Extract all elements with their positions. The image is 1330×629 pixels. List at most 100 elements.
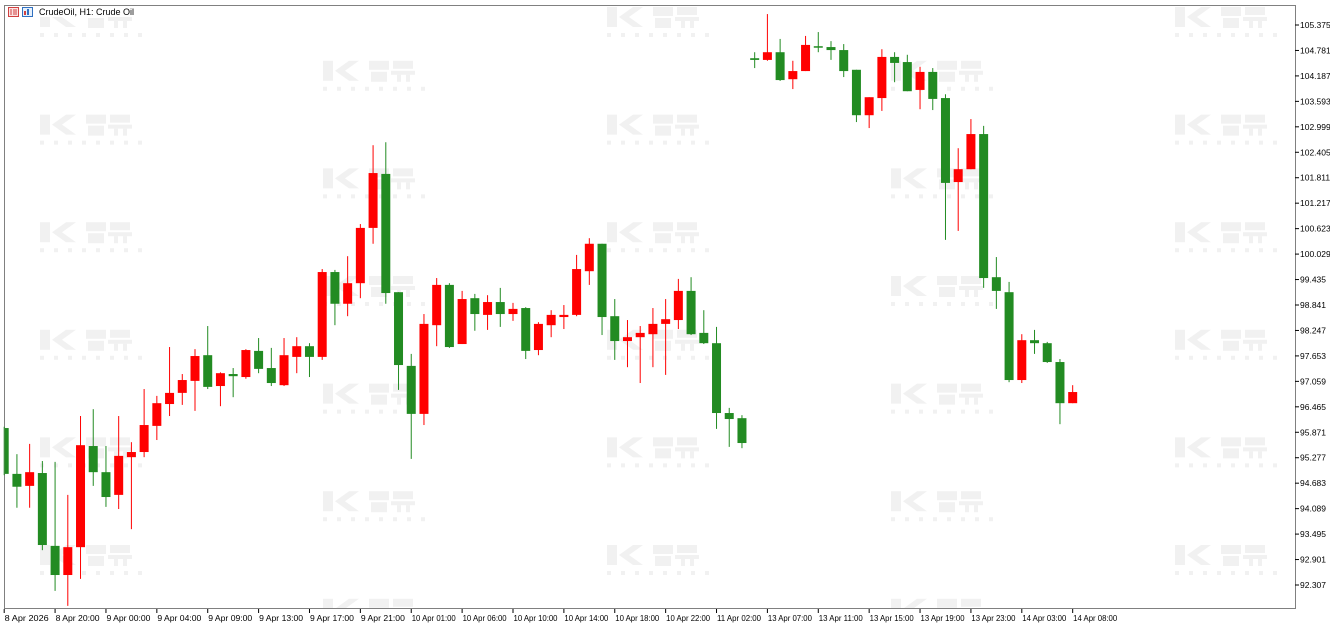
candle-body: [101, 472, 111, 498]
price-tick-label: 101.811: [1300, 173, 1330, 183]
watermark-logo: [1175, 437, 1277, 468]
candle-body: [317, 272, 327, 357]
candle-body: [559, 314, 569, 318]
price-tick-label: 96.465: [1300, 402, 1326, 412]
candle-body: [50, 545, 60, 576]
candle-body: [1030, 340, 1040, 344]
time-tick-label: 10 Apr 18:00: [615, 613, 659, 623]
candle-bullish: [762, 14, 772, 61]
candle-body: [953, 169, 963, 183]
candle-bearish: [88, 409, 98, 486]
watermark-logo: [323, 598, 413, 608]
watermark-logo: [1175, 329, 1277, 360]
watermark-logo: [1175, 7, 1277, 37]
price-tick-label: 104.187: [1300, 71, 1330, 81]
candle-body: [165, 392, 175, 405]
watermark-logo: [607, 222, 709, 253]
candle-body: [25, 472, 35, 486]
time-axis[interactable]: 8 Apr 2026 8 Apr 20:00 9 Apr 00:00 9 Apr 04…: [3, 609, 1117, 623]
time-tick-label: 9 Apr 04:00: [157, 613, 201, 623]
candle-bullish: [152, 395, 162, 441]
candle-body: [126, 452, 136, 458]
candle-bearish: [406, 353, 416, 459]
candle-body: [12, 473, 22, 487]
candle-bearish: [330, 269, 340, 326]
candle-body: [381, 173, 391, 294]
candle-bearish: [686, 277, 696, 336]
candle-body: [724, 413, 734, 420]
candle-body: [5, 428, 9, 474]
candle-bullish: [241, 349, 251, 379]
candle-body: [699, 332, 709, 344]
candle-bearish: [890, 52, 900, 83]
candle-body: [673, 290, 683, 321]
symbol-properties-icon[interactable]: [22, 7, 33, 17]
price-tick-label: 98.841: [1300, 300, 1326, 310]
candle-bearish: [203, 326, 213, 390]
time-tick-label: 8 Apr 2026: [5, 613, 49, 623]
candle-body: [495, 302, 505, 315]
candle-bearish: [228, 368, 238, 398]
time-tick-label: 10 Apr 14:00: [564, 613, 608, 623]
candle-bullish: [215, 372, 225, 407]
candle-body: [966, 134, 976, 170]
candle-bullish: [279, 338, 289, 387]
time-tick-label: 14 Apr 08:00: [1073, 613, 1117, 623]
candle-body: [37, 473, 47, 546]
candle-body: [572, 269, 582, 315]
candle-body: [215, 373, 225, 387]
watermark-logo: [1175, 114, 1277, 145]
chart-title: CrudeOil, H1: Crude Oil: [39, 7, 135, 17]
watermark-logo: [607, 437, 709, 468]
price-tick-label: 98.247: [1300, 325, 1326, 335]
candle-bullish: [584, 238, 594, 285]
candle-body: [890, 56, 900, 63]
candle-bearish: [266, 347, 276, 387]
candle-bullish: [355, 224, 365, 299]
candle-body: [877, 56, 887, 99]
candle-bearish: [737, 415, 747, 449]
candle-body: [737, 418, 747, 444]
candle-bullish: [317, 269, 327, 360]
price-tick-label: 92.901: [1300, 555, 1326, 565]
candle-bullish: [1068, 385, 1078, 404]
watermark-logo: [323, 383, 425, 414]
price-axis[interactable]: 105.375 104.781 104.187 103.593 102.999 102.4…: [1295, 20, 1330, 590]
candle-body: [635, 332, 645, 338]
candle-body: [1042, 343, 1052, 363]
candle-body: [394, 292, 404, 366]
time-tick-label: 9 Apr 17:00: [310, 613, 354, 623]
candle-body: [343, 283, 353, 304]
time-tick-label: 9 Apr 21:00: [361, 613, 405, 623]
candle-bearish: [521, 307, 531, 360]
candle-body: [775, 52, 785, 81]
candle-bullish: [76, 416, 86, 579]
candle-body: [76, 445, 86, 548]
candle-body: [304, 346, 314, 357]
candle-body: [508, 308, 518, 315]
candle-body: [139, 425, 149, 453]
time-tick-label: 13 Apr 23:00: [971, 613, 1015, 623]
candle-body: [546, 314, 556, 326]
watermark-logo: [323, 168, 425, 199]
candle-bullish: [801, 35, 811, 72]
candle-body: [470, 298, 480, 315]
chart-window-icon[interactable]: [8, 7, 19, 17]
candle-body: [839, 50, 849, 72]
candle-body: [355, 227, 365, 284]
candle-body: [444, 284, 454, 348]
candle-bearish: [3, 426, 9, 476]
candle-bearish: [394, 292, 404, 390]
candle-body: [864, 97, 874, 116]
candle-bullish: [457, 290, 467, 345]
price-tick-label: 97.653: [1300, 351, 1326, 361]
candle-bearish: [37, 461, 47, 551]
candle-bullish: [165, 347, 175, 417]
candle-bullish: [877, 49, 887, 111]
candle-body: [241, 350, 251, 378]
price-tick-label: 100.623: [1300, 224, 1330, 234]
candle-body: [177, 380, 187, 393]
candle-bearish: [979, 125, 989, 288]
candle-body: [610, 316, 620, 342]
